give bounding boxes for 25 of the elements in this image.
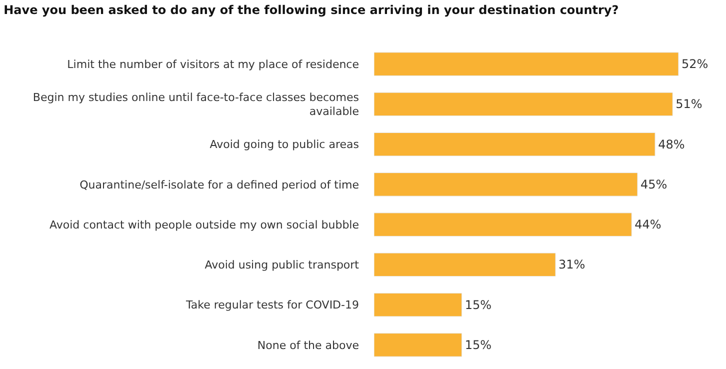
- chart-title: Have you been asked to do any of the following since arriving in your destination country?: [4, 2, 619, 17]
- data-label: 44%: [634, 218, 662, 232]
- y-tick-label: Take regular tests for COVID-19: [184, 298, 359, 312]
- data-label: 45%: [640, 177, 668, 192]
- bar: [374, 92, 673, 116]
- y-tick-label: Limit the number of visitors at my place of residence: [67, 58, 360, 71]
- data-label: 31%: [558, 258, 586, 272]
- y-tick-label: Avoid going to public areas: [210, 138, 360, 152]
- y-tick-label: Avoid contact with people outside my own social bubble: [50, 218, 360, 232]
- data-label: 51%: [676, 97, 702, 112]
- bar: [374, 292, 462, 317]
- bar: [374, 212, 632, 236]
- bar: [374, 132, 656, 156]
- bar: [374, 333, 462, 357]
- data-label: 15%: [464, 298, 492, 312]
- data-label: 48%: [658, 137, 685, 152]
- y-tick-label: Avoid using public transport: [204, 258, 360, 272]
- y-tick-label: Quarantine/self-isolate for a defined period of time: [80, 178, 360, 192]
- data-label: 15%: [464, 338, 492, 352]
- data-label: 52%: [681, 57, 708, 72]
- bar: [374, 252, 556, 277]
- y-tick-label: Begin my studies online until face-to-face classes becomes available: [32, 90, 360, 118]
- bar: [374, 172, 638, 196]
- y-tick-label: None of the above: [257, 338, 360, 352]
- bar: [374, 52, 679, 76]
